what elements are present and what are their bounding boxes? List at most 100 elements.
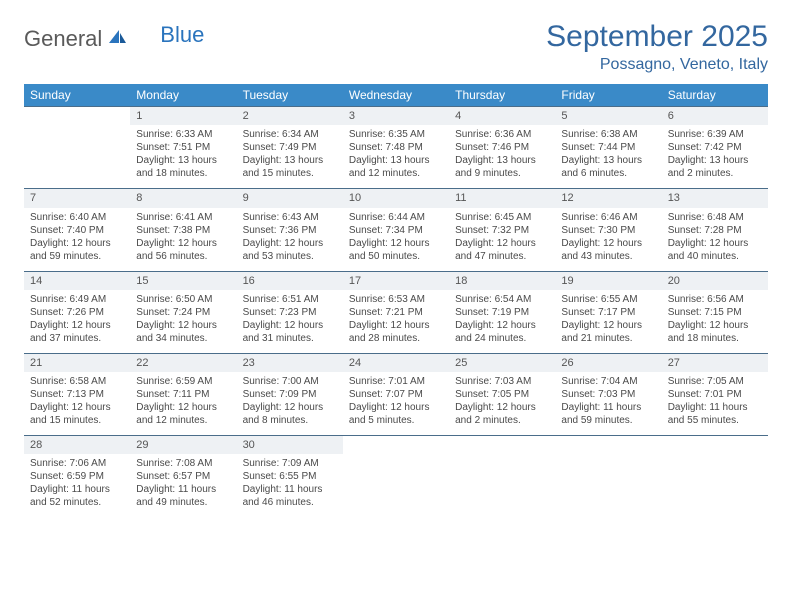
daylight-line1: Daylight: 11 hours (561, 401, 655, 414)
daylight-line2: and 43 minutes. (561, 250, 655, 263)
calendar-day-cell: 3Sunrise: 6:35 AMSunset: 7:48 PMDaylight… (343, 106, 449, 188)
calendar-week-row: 28Sunrise: 7:06 AMSunset: 6:59 PMDayligh… (24, 435, 768, 517)
calendar-day-cell: 24Sunrise: 7:01 AMSunset: 7:07 PMDayligh… (343, 353, 449, 435)
weekday-header: Saturday (662, 84, 768, 106)
daylight-line1: Daylight: 12 hours (561, 237, 655, 250)
daylight-line2: and 18 minutes. (136, 167, 230, 180)
sunset-text: Sunset: 7:48 PM (349, 141, 443, 154)
sunset-text: Sunset: 7:17 PM (561, 306, 655, 319)
sunrise-text: Sunrise: 7:03 AM (455, 375, 549, 388)
sunrise-text: Sunrise: 6:56 AM (668, 293, 762, 306)
day-body: Sunrise: 6:41 AMSunset: 7:38 PMDaylight:… (130, 208, 236, 271)
daylight-line2: and 6 minutes. (561, 167, 655, 180)
daylight-line1: Daylight: 12 hours (30, 237, 124, 250)
day-body: Sunrise: 7:03 AMSunset: 7:05 PMDaylight:… (449, 372, 555, 435)
daylight-line2: and 49 minutes. (136, 496, 230, 509)
day-body: Sunrise: 6:43 AMSunset: 7:36 PMDaylight:… (237, 208, 343, 271)
sunset-text: Sunset: 7:40 PM (30, 224, 124, 237)
sunrise-text: Sunrise: 7:09 AM (243, 457, 337, 470)
day-number: 29 (130, 435, 236, 454)
calendar-day-cell: 11 Sunrise: 6:45 AMSunset: 7:32 PMDayligh… (449, 188, 555, 270)
calendar-day-cell: 25Sunrise: 7:03 AMSunset: 7:05 PMDayligh… (449, 353, 555, 435)
sunset-text: Sunset: 6:57 PM (136, 470, 230, 483)
day-body: Sunrise: 6:58 AMSunset: 7:13 PMDaylight:… (24, 372, 130, 435)
sunrise-text: Sunrise: 6:45 AM (455, 211, 549, 224)
sunset-text: Sunset: 7:30 PM (561, 224, 655, 237)
daylight-line2: and 21 minutes. (561, 332, 655, 345)
day-body: Sunrise: 7:05 AMSunset: 7:01 PMDaylight:… (662, 372, 768, 435)
day-number: 7 (24, 188, 130, 207)
daylight-line2: and 9 minutes. (455, 167, 549, 180)
calendar-day-cell: 12Sunrise: 6:46 AMSunset: 7:30 PMDayligh… (555, 188, 661, 270)
daylight-line2: and 52 minutes. (30, 496, 124, 509)
sunset-text: Sunset: 7:03 PM (561, 388, 655, 401)
day-number: 24 (343, 353, 449, 372)
daylight-line2: and 18 minutes. (668, 332, 762, 345)
daylight-line1: Daylight: 12 hours (455, 237, 549, 250)
daylight-line2: and 40 minutes. (668, 250, 762, 263)
daylight-line1: Daylight: 12 hours (30, 319, 124, 332)
daylight-line1: Daylight: 12 hours (136, 319, 230, 332)
sunset-text: Sunset: 7:38 PM (136, 224, 230, 237)
sunset-text: Sunset: 7:28 PM (668, 224, 762, 237)
calendar-day-cell: 2 Sunrise: 6:34 AMSunset: 7:49 PMDaylight… (237, 106, 343, 188)
sunset-text: Sunset: 7:01 PM (668, 388, 762, 401)
calendar-day-cell (24, 106, 130, 188)
calendar-header-row: SundayMondayTuesdayWednesdayThursdayFrid… (24, 84, 768, 106)
sunrise-text: Sunrise: 6:55 AM (561, 293, 655, 306)
daylight-line1: Daylight: 13 hours (349, 154, 443, 167)
daylight-line1: Daylight: 13 hours (243, 154, 337, 167)
calendar-week-row: 7Sunrise: 6:40 AMSunset: 7:40 PMDaylight… (24, 188, 768, 270)
sunset-text: Sunset: 6:59 PM (30, 470, 124, 483)
day-number: 21 (24, 353, 130, 372)
day-number: 2 (237, 106, 343, 125)
day-number: 17 (343, 271, 449, 290)
day-number: 3 (343, 106, 449, 125)
daylight-line2: and 28 minutes. (349, 332, 443, 345)
sunrise-text: Sunrise: 6:40 AM (30, 211, 124, 224)
weekday-header: Monday (130, 84, 236, 106)
calendar-day-cell: 9Sunrise: 6:43 AMSunset: 7:36 PMDaylight… (237, 188, 343, 270)
daylight-line2: and 8 minutes. (243, 414, 337, 427)
sunrise-text: Sunrise: 6:48 AM (668, 211, 762, 224)
sunrise-text: Sunrise: 6:50 AM (136, 293, 230, 306)
daylight-line1: Daylight: 12 hours (349, 237, 443, 250)
sunset-text: Sunset: 7:36 PM (243, 224, 337, 237)
daylight-line1: Daylight: 12 hours (349, 319, 443, 332)
day-number: 8 (130, 188, 236, 207)
calendar-day-cell: 14Sunrise: 6:49 AMSunset: 7:26 PMDayligh… (24, 271, 130, 353)
day-number: 18 (449, 271, 555, 290)
sunset-text: Sunset: 7:19 PM (455, 306, 549, 319)
sunset-text: Sunset: 7:05 PM (455, 388, 549, 401)
day-body: Sunrise: 6:50 AMSunset: 7:24 PMDaylight:… (130, 290, 236, 353)
day-number: 11 (449, 188, 555, 207)
daylight-line2: and 46 minutes. (243, 496, 337, 509)
day-number: 19 (555, 271, 661, 290)
calendar-day-cell: 18Sunrise: 6:54 AMSunset: 7:19 PMDayligh… (449, 271, 555, 353)
daylight-line2: and 24 minutes. (455, 332, 549, 345)
day-body: Sunrise: 6:53 AMSunset: 7:21 PMDaylight:… (343, 290, 449, 353)
calendar-day-cell: 20Sunrise: 6:56 AMSunset: 7:15 PMDayligh… (662, 271, 768, 353)
calendar-day-cell: 19 Sunrise: 6:55 AMSunset: 7:17 PMDayligh… (555, 271, 661, 353)
sunset-text: Sunset: 7:49 PM (243, 141, 337, 154)
sunrise-text: Sunrise: 6:34 AM (243, 128, 337, 141)
day-number: 14 (24, 271, 130, 290)
sunset-text: Sunset: 7:32 PM (455, 224, 549, 237)
daylight-line1: Daylight: 12 hours (243, 237, 337, 250)
sunrise-text: Sunrise: 6:36 AM (455, 128, 549, 141)
calendar-day-cell: 8Sunrise: 6:41 AMSunset: 7:38 PMDaylight… (130, 188, 236, 270)
day-body: Sunrise: 7:04 AMSunset: 7:03 PMDaylight:… (555, 372, 661, 435)
calendar-day-cell: 7 Sunrise: 6:40 AMSunset: 7:40 PMDaylight… (24, 188, 130, 270)
daylight-line1: Daylight: 12 hours (561, 319, 655, 332)
day-body: Sunrise: 7:06 AMSunset: 6:59 PMDaylight:… (24, 454, 130, 517)
calendar-day-cell: 30Sunrise: 7:09 AMSunset: 6:55 PMDayligh… (237, 435, 343, 517)
daylight-line1: Daylight: 12 hours (455, 319, 549, 332)
day-number: 9 (237, 188, 343, 207)
sunset-text: Sunset: 7:44 PM (561, 141, 655, 154)
daylight-line2: and 37 minutes. (30, 332, 124, 345)
daylight-line1: Daylight: 12 hours (30, 401, 124, 414)
title-block: September 2025 Possagno, Veneto, Italy (546, 20, 768, 74)
calendar-week-row: 14Sunrise: 6:49 AMSunset: 7:26 PMDayligh… (24, 271, 768, 353)
sunrise-text: Sunrise: 6:51 AM (243, 293, 337, 306)
sunset-text: Sunset: 7:34 PM (349, 224, 443, 237)
